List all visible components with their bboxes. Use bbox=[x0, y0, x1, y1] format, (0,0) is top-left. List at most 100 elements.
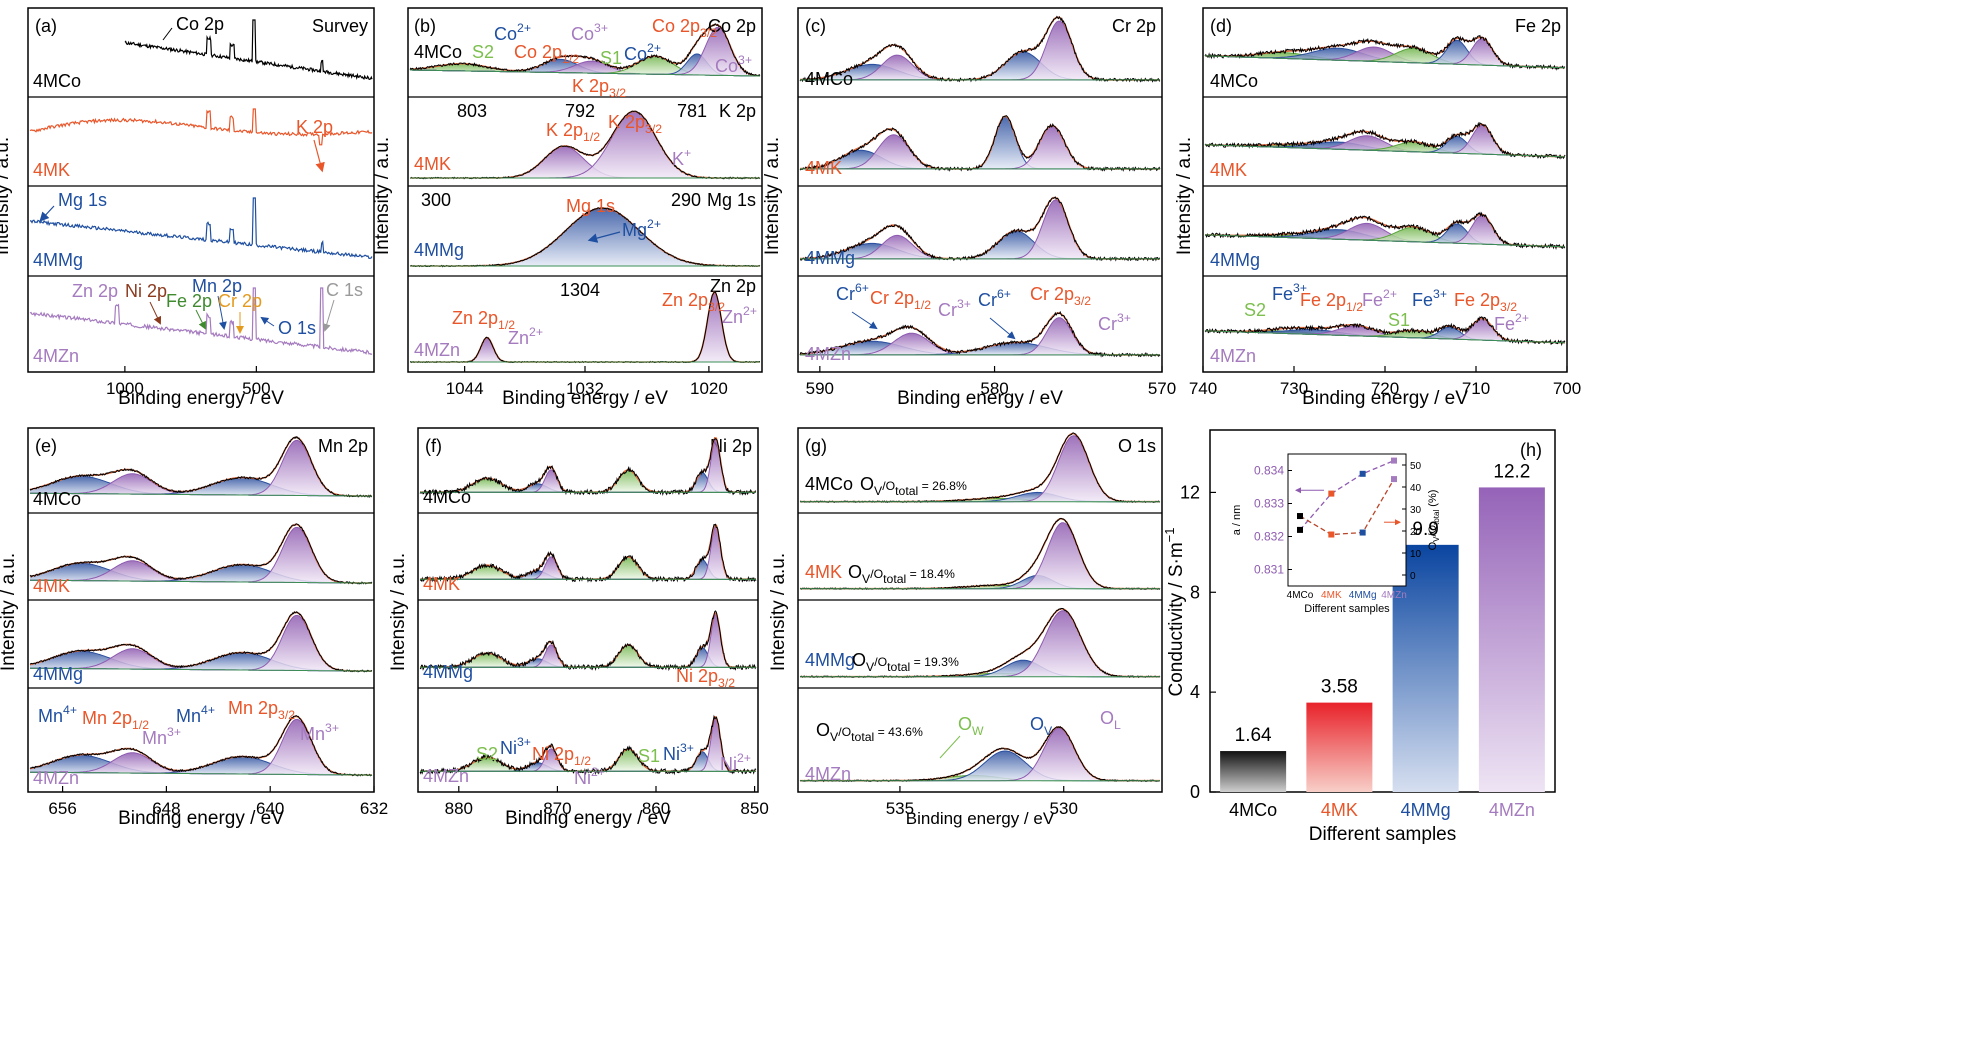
sample-label: 4MMg bbox=[805, 650, 855, 670]
ov-ratio-label: OV/Ototal = 18.4% bbox=[848, 562, 955, 586]
fit-envelope bbox=[800, 432, 1160, 503]
survey-curve-4MK bbox=[29, 108, 373, 146]
panel-letter: (f) bbox=[425, 436, 442, 456]
inset-left-tick-label: 0.832 bbox=[1254, 530, 1284, 544]
peak-label: Cr 2p bbox=[218, 291, 262, 311]
sample-label: 4MZn bbox=[414, 340, 460, 360]
fit-component bbox=[1205, 318, 1565, 343]
background bbox=[30, 771, 372, 776]
x-tick-label: 530 bbox=[1050, 799, 1078, 818]
peak-label: Mg 1s bbox=[566, 196, 615, 216]
panel-f-frame bbox=[417, 427, 759, 793]
inset-a-line bbox=[1299, 460, 1395, 531]
raw-spectrum bbox=[419, 714, 757, 776]
x-tick-label: 4MZn bbox=[1489, 800, 1535, 820]
sample-label: 4MK bbox=[423, 574, 460, 594]
peak-label: Fe2+ bbox=[1494, 311, 1529, 334]
peak-label: S1 bbox=[600, 48, 622, 68]
fit-component bbox=[1205, 329, 1565, 343]
panel-title: Ni 2p bbox=[710, 436, 752, 456]
y-axis-label: Conductivity / S·m−1 bbox=[1162, 528, 1187, 697]
peak-label: Mn4+ bbox=[176, 703, 215, 726]
fit-component bbox=[420, 565, 756, 580]
pointer bbox=[851, 311, 878, 330]
inset-ov-point bbox=[1297, 513, 1303, 520]
raw-spectrum bbox=[29, 523, 373, 585]
panel-title: Survey bbox=[312, 16, 368, 36]
inset-left-tick-label: 0.833 bbox=[1254, 497, 1284, 511]
x-axis-label: Binding energy / eV bbox=[505, 808, 671, 829]
peak-label: Zn 2p1/2 bbox=[452, 308, 515, 332]
fit-component bbox=[420, 478, 756, 493]
peak-label: Fe3+ bbox=[1412, 287, 1447, 310]
peak-label: Co 2p bbox=[176, 14, 224, 34]
pointer bbox=[989, 317, 1016, 340]
pointer bbox=[322, 299, 335, 332]
fit-component bbox=[30, 648, 372, 672]
panel-title: Zn 2p bbox=[710, 276, 756, 296]
bar-4MCo bbox=[1220, 751, 1287, 792]
fit-component bbox=[800, 751, 1160, 781]
peak-label: Mn 2p bbox=[192, 276, 242, 296]
panel-title: Mn 2p bbox=[318, 436, 368, 456]
survey-curve-4MCo bbox=[124, 19, 373, 81]
raw-spectrum bbox=[799, 517, 1161, 591]
peak-label: Co3+ bbox=[715, 53, 752, 76]
peak-label: Fe2+ bbox=[1362, 287, 1397, 310]
x-tick-label: 1020 bbox=[690, 379, 728, 398]
x-tick-label: 640 bbox=[256, 799, 284, 818]
x-axis-label: Different samples bbox=[1309, 824, 1457, 845]
inset-ov-point bbox=[1328, 531, 1335, 538]
sample-label: 4MMg bbox=[805, 248, 855, 268]
fit-component bbox=[800, 585, 1160, 589]
panel-g-frame bbox=[797, 427, 1163, 793]
peak-label: K 2p bbox=[296, 117, 333, 137]
x-tick-label: 1044 bbox=[446, 379, 484, 398]
inset-ov-point bbox=[1391, 476, 1397, 483]
x-tick-label: 1000 bbox=[106, 379, 144, 398]
panel-c-frame bbox=[797, 7, 1163, 373]
peak-label: Mn3+ bbox=[142, 725, 181, 748]
panel-letter: (d) bbox=[1210, 16, 1232, 36]
raw-spectrum bbox=[29, 436, 372, 499]
x-tick-label: 700 bbox=[1553, 379, 1581, 398]
raw-spectrum bbox=[419, 438, 757, 497]
inset-right-tick-label: 20 bbox=[1410, 527, 1422, 538]
x-tick-label: 710 bbox=[1462, 379, 1490, 398]
raw-spectrum bbox=[1204, 211, 1566, 250]
fit-component bbox=[800, 200, 1160, 259]
peak-label: Mn 2p1/2 bbox=[82, 708, 149, 732]
y-axis-label: Intensity / a.u. bbox=[0, 553, 19, 671]
sample-label: 4MZn bbox=[805, 764, 851, 784]
inset-a-point bbox=[1391, 457, 1397, 464]
peak-label: O 1s bbox=[278, 318, 316, 338]
x-tick-label: 730 bbox=[1280, 379, 1308, 398]
x-tick-label: 632 bbox=[360, 799, 388, 818]
fit-component bbox=[410, 54, 760, 76]
fit-component bbox=[30, 752, 372, 776]
fit-component bbox=[420, 526, 756, 580]
fit-component bbox=[30, 615, 372, 672]
x-tick-label: 4MK bbox=[1321, 800, 1358, 820]
bar-4MK bbox=[1306, 702, 1373, 792]
peak-label: Ni 2p bbox=[125, 281, 167, 301]
tick-label: 300 bbox=[421, 190, 451, 210]
fit-component bbox=[410, 292, 760, 362]
sample-label: 4MMg bbox=[33, 250, 83, 270]
fit-component-line bbox=[1204, 124, 1566, 158]
sample-label: 4MZn bbox=[1210, 346, 1256, 366]
peak-label: Mg2+ bbox=[622, 217, 661, 240]
panel-a-frame bbox=[27, 7, 375, 373]
fit-component bbox=[30, 560, 372, 584]
x-tick-label: 1032 bbox=[566, 379, 604, 398]
sample-label: 4MMg bbox=[1210, 250, 1260, 270]
ov-ratio-label: OV/Ototal = 26.8% bbox=[860, 474, 967, 498]
tick-label: 781 bbox=[677, 101, 707, 121]
sample-label: 4MCo bbox=[805, 69, 853, 89]
inset-right-tick-label: 40 bbox=[1410, 483, 1422, 494]
sample-label: 4MCo bbox=[414, 42, 462, 62]
fit-component bbox=[420, 653, 756, 668]
inset-right-axis-label: OV/Ototal (%) bbox=[1427, 490, 1441, 551]
tick-label: 1304 bbox=[560, 280, 600, 300]
panel-title: K 2p bbox=[719, 101, 756, 121]
